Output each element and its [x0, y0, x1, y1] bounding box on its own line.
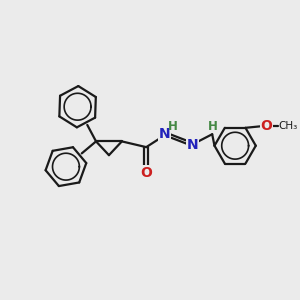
Text: N: N	[187, 138, 199, 152]
Text: H: H	[168, 120, 178, 133]
Text: N: N	[159, 127, 171, 141]
Text: O: O	[261, 119, 272, 133]
Text: CH₃: CH₃	[278, 122, 297, 131]
Text: O: O	[140, 166, 152, 180]
Text: H: H	[208, 120, 218, 133]
